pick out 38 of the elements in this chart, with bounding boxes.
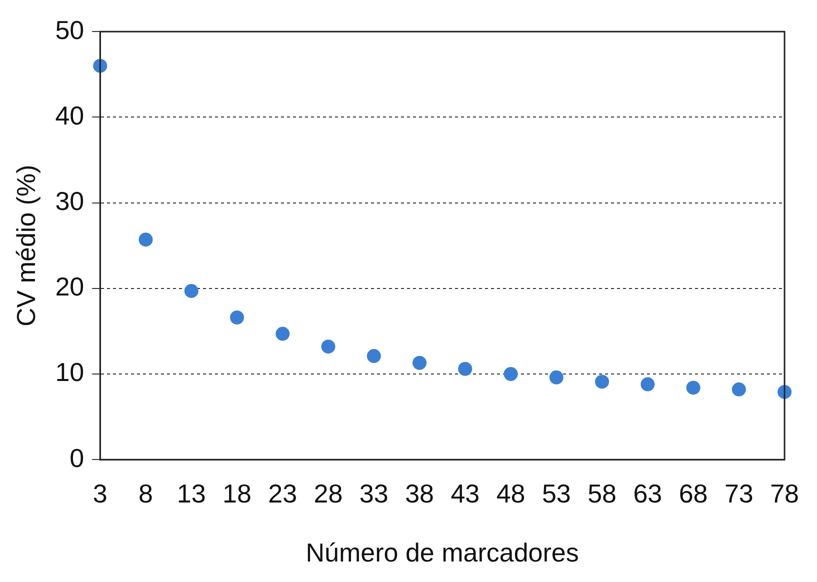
x-axis-title: Número de marcadores bbox=[306, 538, 579, 568]
y-tick-label: 0 bbox=[70, 442, 84, 473]
y-axis-title: CV médio (%) bbox=[10, 164, 41, 327]
x-tick-label: 23 bbox=[268, 478, 298, 508]
x-tick-label: 63 bbox=[633, 478, 662, 508]
x-tick-label: 33 bbox=[359, 478, 388, 508]
x-tick-label: 73 bbox=[724, 478, 754, 508]
x-tick-label: 48 bbox=[496, 478, 526, 508]
point bbox=[138, 232, 153, 247]
y-tick-label: 10 bbox=[55, 357, 84, 388]
y-tick-label: 50 bbox=[55, 14, 84, 45]
x-tick-label: 13 bbox=[176, 478, 206, 508]
point bbox=[276, 326, 290, 341]
x-tick-label: 8 bbox=[138, 478, 153, 508]
x-tick-label: 78 bbox=[770, 478, 799, 508]
point bbox=[504, 367, 518, 381]
x-tick-label: 3 bbox=[92, 478, 108, 508]
point bbox=[640, 377, 655, 392]
x-tick-label: 28 bbox=[314, 478, 343, 508]
point bbox=[686, 380, 700, 395]
x-tick-label: 18 bbox=[222, 478, 252, 508]
y-tick-label: 20 bbox=[55, 272, 84, 302]
point bbox=[595, 374, 610, 389]
y-tick-label: 40 bbox=[55, 100, 84, 130]
x-tick-label: 53 bbox=[542, 478, 571, 508]
point bbox=[366, 349, 381, 364]
point bbox=[230, 310, 244, 325]
y-tick-label: 30 bbox=[55, 186, 84, 216]
point bbox=[732, 382, 746, 396]
x-tick-label: 68 bbox=[678, 478, 708, 508]
x-tick-label: 58 bbox=[588, 478, 616, 508]
x-tick-label: 38 bbox=[405, 478, 434, 508]
point bbox=[549, 370, 564, 384]
point bbox=[458, 362, 472, 376]
x-tick-label: 43 bbox=[450, 478, 480, 508]
point bbox=[321, 340, 336, 354]
point bbox=[184, 284, 198, 298]
point bbox=[412, 356, 427, 370]
